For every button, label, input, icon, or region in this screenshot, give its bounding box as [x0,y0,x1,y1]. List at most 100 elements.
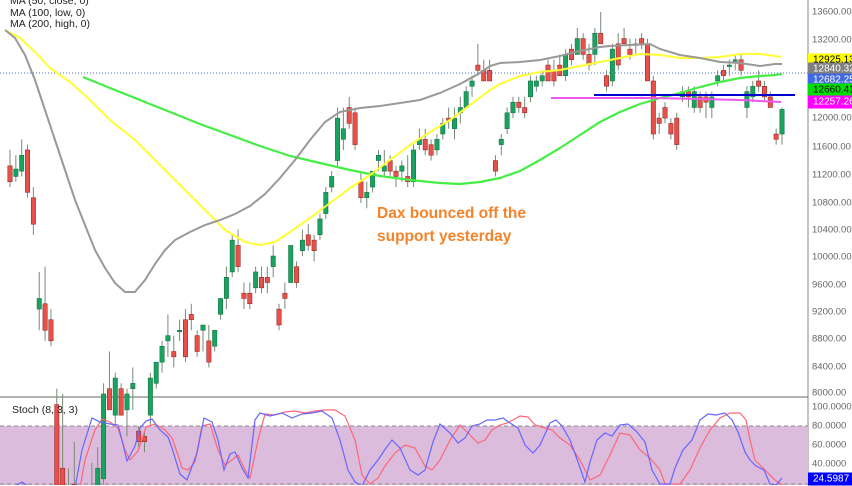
candle-bearish [569,48,574,60]
candle-bullish [609,48,615,82]
candle-bullish [364,192,370,198]
candle-bullish [36,298,42,310]
candle-bearish [264,277,270,283]
candle-bullish [434,139,440,151]
candle-bearish [551,70,557,82]
candle-bearish [697,96,703,108]
price-label-support: 12257.26 [808,95,852,109]
candle-bullish [726,64,732,67]
candle-bearish [305,234,311,246]
candle-bullish [592,32,598,55]
candle-bullish [212,330,218,347]
stoch-title: Stoch (8, 3, 3) [12,404,78,416]
candle-bearish [621,38,627,45]
candle-bullish [376,154,381,161]
y-tick: 9200.00 [812,306,847,318]
candle-bearish [487,70,493,82]
candle-bullish [124,393,130,411]
price-label-ma100-low: 12660.41 [808,83,852,97]
candle-bullish [563,54,569,76]
candle-bullish [317,218,323,236]
candle-bullish [159,345,165,363]
candle-bearish [235,245,241,267]
candle-bullish [112,377,118,416]
candle-bullish [270,255,276,267]
candle-bullish [299,239,305,251]
candle-bearish [25,149,30,193]
y-tick: 10400.00 [812,224,852,236]
price-label-ma50-close: 12840.32 [808,62,852,76]
candle-bullish [177,330,183,333]
y-tick: 11600.00 [812,141,851,153]
candle-bullish [223,277,229,299]
candle-bullish [19,154,25,172]
candle-bearish [650,80,656,135]
y-tick: 8000.00 [812,387,847,399]
candle-bearish [60,467,66,485]
candle-bearish [645,43,650,82]
y-tick: 8800.00 [812,333,847,345]
candle-bullish [469,80,475,87]
candle-bearish [7,165,13,183]
candle-bearish [656,117,662,124]
candle-bullish [574,38,580,55]
candle-bearish [188,314,194,320]
candle-bullish [147,377,153,416]
stoch-y-tick: 100.0000 [812,401,852,413]
ma-100-low-line [4,29,783,247]
candle-bearish [773,133,779,140]
candle-bullish [498,139,504,145]
candle-bearish [42,303,48,331]
candle-bearish [183,319,188,358]
candle-bullish [323,192,329,214]
candle-bullish [750,86,756,98]
candle-bullish [253,271,259,289]
candle-bearish [241,292,247,299]
candle-bullish [510,101,516,114]
candle-bearish [762,86,767,98]
candle-bullish [95,467,101,485]
chart-annotation: Dax bounced off the support yesterday [377,202,526,248]
y-tick: 9600.00 [812,279,847,291]
ma-50-close-line [4,29,782,293]
candle-bearish [294,266,300,283]
candle-bearish [194,335,200,352]
candle-bearish [54,404,60,485]
legend-ma-100: MA (100, low, 0) [10,6,86,19]
price-label-last: 12682.25 [808,73,852,87]
stoch-k-line [15,410,783,485]
candle-bearish [106,388,112,411]
candle-bearish [352,112,358,145]
candle-bullish [218,298,223,315]
candle-bearish [662,107,668,119]
candle-bullish [779,109,785,135]
candle-bearish [206,340,212,363]
annotation-line-2: support yesterday [377,228,512,245]
candle-bullish [533,80,539,87]
candle-bearish [545,64,551,82]
candle-bullish [528,80,533,98]
candle-bullish [504,112,510,129]
candle-bearish [639,38,645,45]
candle-bearish [30,197,36,225]
y-tick: 10800.00 [812,197,852,209]
y-tick: 10000.00 [812,251,852,263]
y-tick: 13200.00 [812,34,852,46]
y-tick: 12000.00 [812,112,852,124]
candle-bullish [130,383,136,389]
candle-bearish [627,48,633,55]
stoch-y-tick: 40.0000 [812,458,847,470]
candle-bearish [580,38,586,55]
candle-bearish [393,170,399,177]
candle-bullish [329,176,335,188]
candle-bullish [200,324,206,331]
y-tick: 11200.00 [812,169,851,181]
candle-bearish [475,64,481,71]
candle-bearish [276,308,282,326]
candle-bullish [370,170,376,188]
candle-bullish [411,149,416,183]
candle-bullish [101,393,107,480]
candle-bearish [358,181,364,198]
